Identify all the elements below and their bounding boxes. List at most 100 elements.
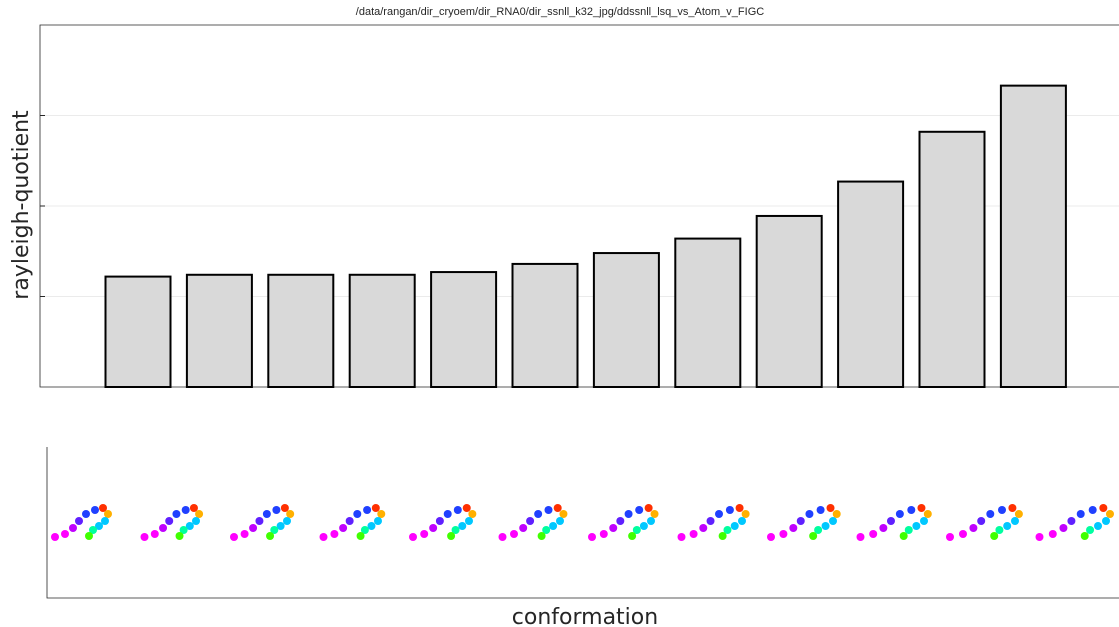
thumb-blob xyxy=(330,530,339,538)
thumb-blob xyxy=(856,533,865,541)
bar xyxy=(755,214,823,388)
thumb-blob xyxy=(609,524,618,532)
thumb-blob xyxy=(986,510,995,518)
thumb-blob xyxy=(319,533,328,541)
thumb-blob xyxy=(262,510,271,518)
thumb-blob xyxy=(270,526,279,534)
bar xyxy=(674,237,742,388)
thumb-blob xyxy=(912,522,921,530)
bar xyxy=(185,273,253,388)
thumb-blob xyxy=(283,517,291,525)
thumb-blob xyxy=(796,517,805,525)
thumb-blob xyxy=(140,533,149,541)
thumb-blob xyxy=(181,506,190,514)
thumb-blob xyxy=(805,510,814,518)
thumb-blob xyxy=(624,510,633,518)
thumb-blob xyxy=(767,533,775,541)
thumb-blob xyxy=(1102,517,1110,525)
thumb-blob xyxy=(553,504,562,512)
thumb-blob xyxy=(715,510,724,518)
thumb-blob xyxy=(51,533,59,541)
thumb-blob xyxy=(339,524,348,532)
thumb-blob xyxy=(172,510,181,518)
thumb-blob xyxy=(946,533,954,541)
thumb-blob xyxy=(635,506,644,514)
thumb-blob xyxy=(276,522,285,530)
thumb-blob xyxy=(367,522,376,530)
thumb-blob xyxy=(832,510,841,518)
thumb-blob xyxy=(409,533,417,541)
thumb-blob xyxy=(723,526,732,534)
thumb-blob xyxy=(69,524,77,532)
bar xyxy=(430,271,498,388)
thumb-blob xyxy=(1088,506,1097,514)
thumb-blob xyxy=(959,530,967,538)
y-axis-label: rayleigh-quotient xyxy=(9,110,34,300)
thumb-blob xyxy=(1011,517,1019,525)
thumb-blob xyxy=(280,504,289,512)
thumb-blob xyxy=(588,533,596,541)
thumb-blob xyxy=(451,526,460,534)
thumb-blob xyxy=(998,506,1006,514)
thumb-blob xyxy=(377,510,386,518)
thumb-blob xyxy=(360,526,369,534)
thumb-blob xyxy=(519,524,528,532)
thumb-blob xyxy=(89,526,97,534)
thumb-frame xyxy=(46,447,1119,599)
thumb-blob xyxy=(718,532,727,540)
thumb-blob xyxy=(363,506,372,514)
thumb-blob xyxy=(969,524,978,532)
thumb-blob xyxy=(869,530,878,538)
thumb-blob xyxy=(816,506,825,514)
thumb-blob xyxy=(462,504,471,512)
thumb-blob xyxy=(95,522,103,530)
thumb-blob xyxy=(447,532,456,540)
thumb-blob xyxy=(706,517,715,525)
thumb-blob xyxy=(468,510,477,518)
thumb-blob xyxy=(814,526,823,534)
thumb-blob xyxy=(599,530,608,538)
thumb-blob xyxy=(230,533,238,541)
thumb-blob xyxy=(826,504,835,512)
thumb-blob xyxy=(1099,504,1108,512)
thumb-blob xyxy=(559,510,568,518)
thumb-blob xyxy=(549,522,558,530)
thumb-blob xyxy=(995,526,1004,534)
thumb-blob xyxy=(420,530,429,538)
thumb-blob xyxy=(356,532,365,540)
thumb-blob xyxy=(443,510,452,518)
thumb-blob xyxy=(175,532,184,540)
thumb-blob xyxy=(1035,533,1044,541)
conformation-thumbnails xyxy=(51,504,1114,541)
thumb-blob xyxy=(829,517,837,525)
thumb-blob xyxy=(371,504,380,512)
thumb-blob xyxy=(453,506,462,514)
thumb-blob xyxy=(435,517,444,525)
thumb-blob xyxy=(920,517,928,525)
thumb-blob xyxy=(738,517,746,525)
thumb-blob xyxy=(904,526,913,534)
thumb-blob xyxy=(165,517,174,525)
thumb-blob xyxy=(185,522,194,530)
thumb-blob xyxy=(644,504,653,512)
thumb-blob xyxy=(353,510,362,518)
thumb-blob xyxy=(429,524,438,532)
thumb-blob xyxy=(150,530,159,538)
thumb-blob xyxy=(195,510,204,518)
thumb-blob xyxy=(542,526,551,534)
thumb-blob xyxy=(1105,510,1114,518)
thumb-blob xyxy=(534,510,543,518)
thumb-blob xyxy=(699,524,708,532)
thumb-blob xyxy=(735,504,744,512)
thumb-blob xyxy=(544,506,553,514)
bar xyxy=(511,262,579,389)
thumb-blob xyxy=(977,517,986,525)
thumb-blob xyxy=(240,530,249,538)
thumb-blob xyxy=(249,524,258,532)
thumb-blob xyxy=(179,526,188,534)
thumb-blob xyxy=(639,522,648,530)
thumb-blob xyxy=(266,532,275,540)
bar xyxy=(104,275,172,388)
